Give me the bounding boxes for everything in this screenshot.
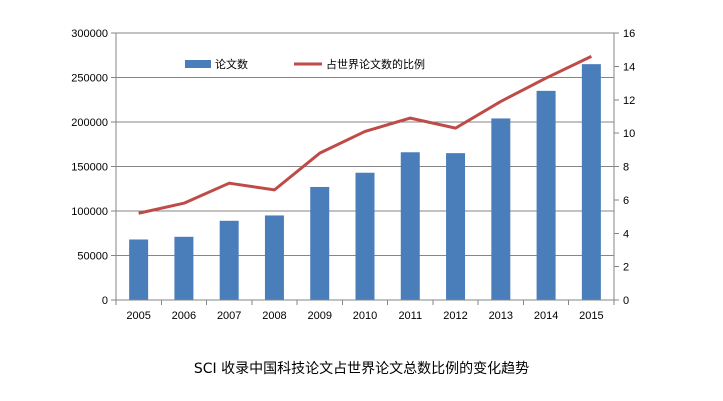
x-tick-label: 2009 bbox=[307, 310, 331, 322]
bar-series bbox=[129, 64, 601, 301]
x-tick-label: 2008 bbox=[262, 310, 286, 322]
legend-line-label: 占世界论文数的比例 bbox=[326, 57, 425, 71]
x-tick-label: 2014 bbox=[534, 310, 558, 322]
x-tick-label: 2006 bbox=[172, 310, 196, 322]
y-left-tick-label: 50000 bbox=[77, 251, 108, 263]
legend-bar-label: 论文数 bbox=[215, 57, 248, 71]
bar-2007 bbox=[219, 220, 239, 300]
x-tick-label: 2007 bbox=[217, 310, 241, 322]
y-right-tick-label: 10 bbox=[623, 128, 635, 140]
x-tick-label: 2013 bbox=[489, 310, 513, 322]
bar-2015 bbox=[581, 64, 601, 301]
bar-2010 bbox=[355, 172, 375, 300]
y-left-tick-label: 0 bbox=[102, 295, 108, 307]
bar-2012 bbox=[446, 153, 466, 300]
y-right-tick-label: 2 bbox=[623, 262, 629, 274]
x-tick-label: 2015 bbox=[579, 310, 603, 322]
x-tick-label: 2005 bbox=[126, 310, 150, 322]
bar-2006 bbox=[174, 236, 194, 300]
bar-2013 bbox=[491, 118, 511, 300]
bar-2008 bbox=[264, 215, 284, 300]
y-right-tick-label: 0 bbox=[623, 295, 629, 307]
chart-title: SCI 收录中国科技论文占世界论文总数比例的变化趋势 bbox=[193, 361, 530, 377]
y-right-tick-labels: 0 2 4 6 8 10 12 14 16 bbox=[623, 28, 635, 307]
y-right-tick-label: 12 bbox=[623, 95, 635, 107]
line-series bbox=[138, 55, 593, 215]
legend-bar-swatch bbox=[185, 60, 211, 68]
y-left-tick-labels: 0 50000 100000 150000 200000 250000 300000 bbox=[71, 28, 108, 307]
y-left-tick-label: 100000 bbox=[71, 206, 108, 218]
y-right-tick-label: 16 bbox=[623, 28, 635, 40]
y-right-tick-label: 8 bbox=[623, 162, 629, 174]
y-right-tick-label: 14 bbox=[623, 61, 635, 73]
bar-2014 bbox=[536, 90, 556, 300]
x-tick-label: 2012 bbox=[443, 310, 467, 322]
bar-2011 bbox=[400, 152, 420, 300]
x-tick-label: 2011 bbox=[398, 310, 422, 322]
y-left-tick-label: 200000 bbox=[71, 117, 108, 129]
legend: 论文数 占世界论文数的比例 bbox=[185, 57, 425, 71]
axes bbox=[111, 32, 619, 305]
y-left-tick-label: 150000 bbox=[71, 162, 108, 174]
y-left-tick-label: 300000 bbox=[71, 28, 108, 40]
y-right-tick-label: 4 bbox=[623, 228, 629, 240]
bar-2005 bbox=[129, 239, 149, 300]
x-tick-label: 2010 bbox=[353, 310, 377, 322]
y-left-tick-label: 250000 bbox=[71, 73, 108, 85]
y-right-tick-label: 6 bbox=[623, 195, 629, 207]
bar-2009 bbox=[310, 186, 330, 300]
x-tick-labels: 2005 2006 2007 2008 2009 2010 2011 2012 2013 2014… bbox=[126, 310, 603, 322]
